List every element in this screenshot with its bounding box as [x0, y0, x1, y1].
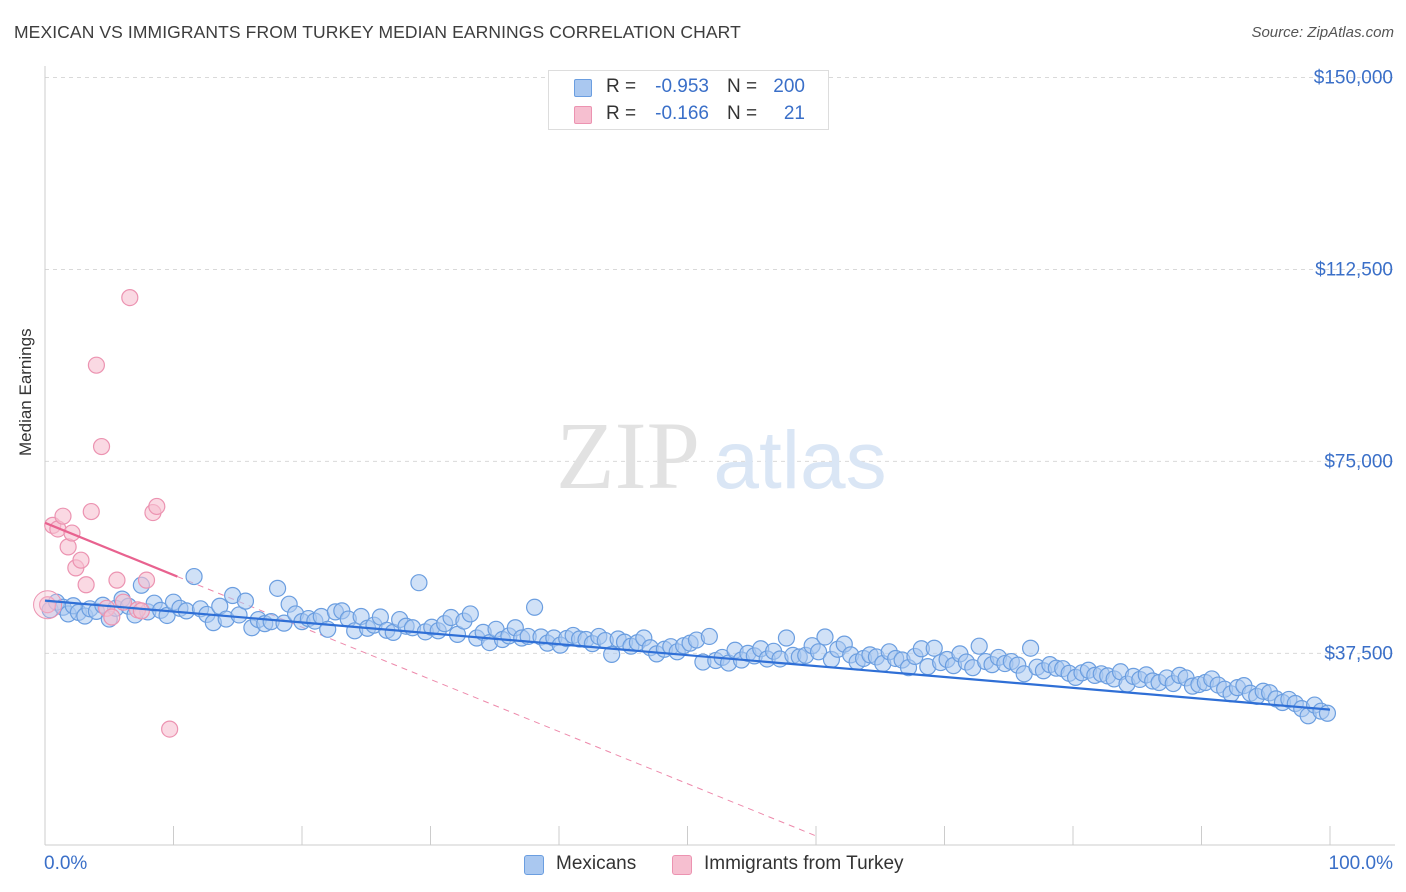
y-tick-label: $75,000: [1324, 451, 1393, 472]
legend-row-mexicans: R = -0.953 N = 200: [549, 75, 830, 101]
legend-n-label: N =: [727, 76, 758, 97]
turkey-point: [92, 437, 111, 456]
turkey-point: [77, 576, 95, 594]
watermark-atlas: atlas: [713, 415, 886, 506]
legend-row-turkey: R = -0.166 N = 21: [549, 102, 830, 128]
mexicans-point: [177, 602, 195, 620]
legend-r-value: -0.166: [655, 103, 709, 124]
turkey-point-large: [33, 590, 63, 620]
mexicans-point: [603, 645, 621, 663]
trend-lines: [44, 521, 1331, 711]
legend-label-mexicans: Mexicans: [556, 853, 637, 874]
turkey-point: [137, 571, 156, 589]
mexicans-points: [41, 567, 1337, 725]
watermark: ZIP atlas: [556, 402, 887, 509]
gridlines: [45, 77, 1395, 654]
legend-r-value: -0.953: [655, 76, 709, 97]
mexicans-point: [410, 574, 428, 592]
turkey-point: [72, 551, 90, 569]
legend-stats: R = -0.953 N = 200 R = -0.166 N = 21: [548, 70, 829, 130]
mexicans-point: [236, 592, 255, 610]
mexicans-point: [1021, 639, 1040, 657]
turkey-point: [108, 571, 126, 589]
mexicans-point: [925, 639, 943, 657]
legend-label-turkey: Immigrants from Turkey: [704, 853, 904, 874]
legend-n-label: N =: [727, 103, 758, 124]
chart-title: MEXICAN VS IMMIGRANTS FROM TURKEY MEDIAN…: [14, 22, 741, 42]
turkey-point: [87, 356, 106, 374]
mexicans-point: [461, 605, 479, 623]
legend-swatch-blue: [524, 855, 544, 875]
turkey-trend-line: [44, 521, 178, 578]
mexicans-trend-line: [44, 599, 1331, 711]
source-label: Source: ZipAtlas.com: [1251, 24, 1394, 41]
mexicans-point: [525, 598, 544, 616]
tick-labels: $37,500 $75,000 $112,500 $150,000 0.0% 100.0%: [44, 68, 1393, 875]
mexicans-point: [700, 627, 718, 646]
mexicans-point: [185, 567, 203, 586]
legend-n-value: 200: [773, 76, 805, 97]
legend-r-label: R =: [606, 103, 637, 124]
legend-swatch-blue: [574, 79, 592, 97]
mexicans-point: [777, 629, 796, 647]
turkey-point: [132, 602, 150, 620]
legend-swatch-pink: [574, 106, 592, 124]
mexicans-point: [1318, 704, 1337, 722]
y-tick-label: $37,500: [1324, 643, 1393, 664]
turkey-point: [161, 720, 179, 738]
y-tick-label: $112,500: [1315, 259, 1393, 280]
turkey-point: [54, 507, 72, 525]
axes: [44, 66, 1395, 846]
y-tick-label: $150,000: [1314, 68, 1393, 89]
mexicans-point: [816, 628, 834, 646]
series-legend: Mexicans Immigrants from Turkey: [0, 852, 1406, 878]
turkey-points: [33, 289, 179, 738]
x-tick-label: 100.0%: [1329, 853, 1394, 874]
mexicans-point: [268, 579, 287, 597]
turkey-point: [121, 289, 139, 307]
mexicans-point: [809, 643, 828, 661]
legend-n-value: 21: [783, 103, 805, 124]
legend-swatch-pink: [672, 855, 692, 875]
mexicans-point: [970, 637, 988, 655]
turkey-point: [148, 497, 166, 516]
watermark-zip: ZIP: [556, 402, 700, 509]
legend-r-label: R =: [606, 76, 637, 97]
mexicans-point: [230, 606, 248, 624]
turkey-point: [82, 502, 100, 521]
turkey-point: [103, 608, 121, 626]
x-tick-label: 0.0%: [44, 853, 87, 874]
mexicans-point: [275, 614, 293, 632]
